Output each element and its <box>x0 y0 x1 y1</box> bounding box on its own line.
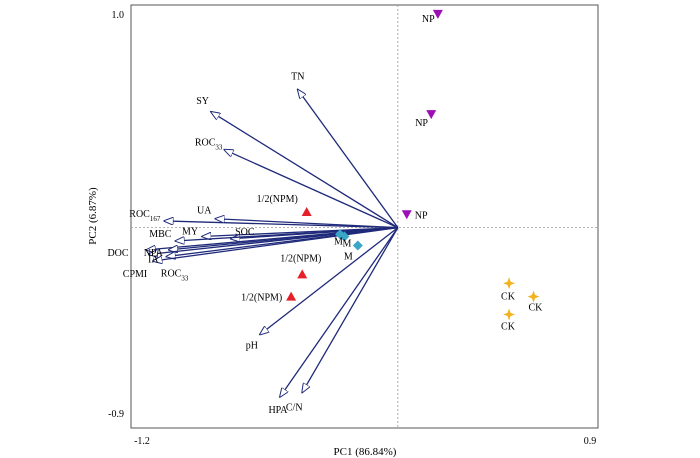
loading-vector-tn <box>298 90 399 229</box>
loading-vector-roc33 <box>224 150 399 229</box>
loading-vector-ua <box>216 219 398 229</box>
loading-label-ia: IA <box>148 255 159 266</box>
point-label-np-1: NP <box>422 14 435 25</box>
loading-label-roc33: ROC33 <box>195 138 223 152</box>
x-tick-right: 0.9 <box>584 436 597 447</box>
loading-vector-cpmi <box>153 226 398 261</box>
loading-label-doc: DOC <box>107 248 128 259</box>
loading-label-hpa: HPA <box>268 405 288 416</box>
loading-vector-ph <box>260 227 399 335</box>
loading-vector-hpa <box>280 227 399 397</box>
y-tick-bottom: -0.9 <box>108 409 124 420</box>
loading-vector-roc33b <box>149 226 398 255</box>
loading-label-ph: pH <box>246 340 258 351</box>
loading-vector-c-n <box>302 227 399 393</box>
point-label-m-2: M <box>342 239 351 250</box>
plot-frame <box>130 4 599 429</box>
loading-label-sy: SY <box>196 96 209 107</box>
point-1-2-npm-1 <box>301 207 312 217</box>
sample-points <box>286 9 540 321</box>
point-label-1-2-npm-2: 1/2(NPM) <box>280 253 321 264</box>
point-1-2-npm-3 <box>286 291 297 301</box>
loading-label-tn: TN <box>291 72 304 83</box>
point-label-m-1: M <box>334 236 343 247</box>
point-label-m-3: M <box>344 251 353 262</box>
x-tick-left: -1.2 <box>134 436 150 447</box>
point-m-3 <box>352 240 363 251</box>
point-ck-1 <box>503 277 516 290</box>
point-label-ck-3: CK <box>501 321 516 332</box>
loading-label-roc33b: ROC33 <box>161 268 189 282</box>
loading-vector-mbc <box>175 226 398 241</box>
loading-label-c-n: C/N <box>286 402 303 413</box>
point-np-1 <box>432 9 443 19</box>
loading-label-roc167: ROC167 <box>129 209 161 223</box>
point-label-1-2-npm-1: 1/2(NPM) <box>257 194 298 205</box>
point-label-np-3: NP <box>415 210 428 221</box>
loading-label-mbc: MBC <box>149 229 172 240</box>
y-tick-top: 1.0 <box>112 10 125 21</box>
point-label-np-2: NP <box>415 118 428 129</box>
loading-vector-roc167 <box>164 221 398 229</box>
loading-label-npa: NPA <box>144 248 164 259</box>
loading-label-my: MY <box>182 227 198 238</box>
point-m-2 <box>339 231 350 242</box>
point-label-1-2-npm-3: 1/2(NPM) <box>241 293 282 304</box>
loading-vectors <box>147 90 399 397</box>
loading-label-ua: UA <box>197 206 212 217</box>
sample-labels: NP NP NP 1/2(NPM) 1/2(NPM) 1/2(NPM) M MM CK CK CK <box>241 14 543 333</box>
point-ck-3 <box>503 308 516 321</box>
point-1-2-npm-2 <box>297 269 308 279</box>
loading-vector-sy <box>211 112 399 229</box>
point-np-2 <box>426 110 437 120</box>
point-np-3 <box>401 210 412 220</box>
point-label-ck-1: CK <box>501 291 516 302</box>
x-axis-title: PC1 (86.84%) <box>334 446 397 458</box>
loading-label-cpmi: CPMI <box>123 269 147 280</box>
loading-label-soc: SOC <box>235 227 255 238</box>
point-ck-2 <box>527 290 540 303</box>
y-axis-title: PC2 (6.87%) <box>87 187 99 245</box>
point-label-ck-2: CK <box>529 303 544 314</box>
